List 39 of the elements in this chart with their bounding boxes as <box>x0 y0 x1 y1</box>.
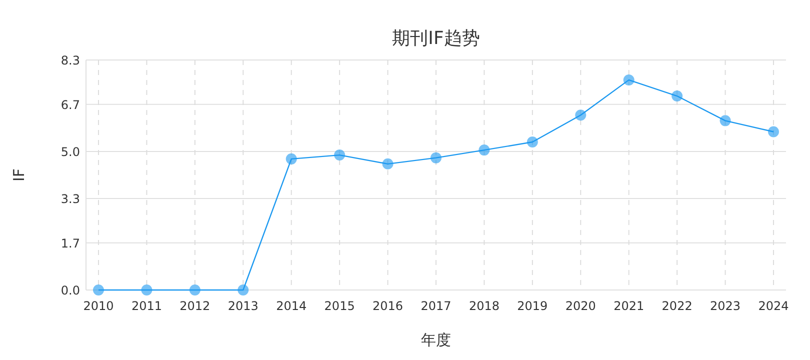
x-tick-label: 2023 <box>710 299 741 313</box>
x-tick-label: 2020 <box>565 299 596 313</box>
x-tick-label: 2016 <box>372 299 404 313</box>
x-tick-label: 2022 <box>662 299 692 313</box>
point <box>768 126 779 138</box>
y-tick-label: 1.7 <box>60 236 80 250</box>
point <box>720 115 731 126</box>
point <box>334 150 346 161</box>
point <box>430 152 442 164</box>
x-tick-label: 2021 <box>614 299 644 313</box>
point <box>141 284 152 296</box>
x-tick-label: 2018 <box>468 299 500 313</box>
x-tick-label: 2010 <box>83 299 114 313</box>
y-tick-label: 0.0 <box>60 284 80 298</box>
x-tick-label: 2017 <box>420 299 452 313</box>
point <box>286 153 297 164</box>
x-tick-label: 2012 <box>180 299 210 313</box>
point <box>526 136 538 148</box>
x-tick-label: 2019 <box>517 299 548 313</box>
point <box>189 284 200 296</box>
chart-title: 期刊IF趋势 <box>392 28 480 49</box>
point <box>238 284 249 296</box>
x-tick-label: 2015 <box>324 299 355 313</box>
y-axis-title: IF <box>10 168 28 182</box>
x-tick-label: 2013 <box>228 299 258 313</box>
y-tick-label: 6.7 <box>60 98 80 112</box>
point <box>575 110 586 121</box>
point <box>623 74 634 86</box>
y-tick-label: 3.3 <box>60 192 80 206</box>
x-tick-label: 2024 <box>758 299 789 313</box>
point <box>672 90 683 102</box>
y-tick-label: 5.0 <box>60 144 80 159</box>
x-tick-label: 2011 <box>131 299 162 313</box>
y-tick-label: 8.3 <box>60 54 80 68</box>
point <box>478 144 490 156</box>
point <box>382 158 394 170</box>
x-axis-title: 年度 <box>421 331 451 349</box>
x-tick-label: 2014 <box>276 299 307 313</box>
point <box>93 284 104 296</box>
